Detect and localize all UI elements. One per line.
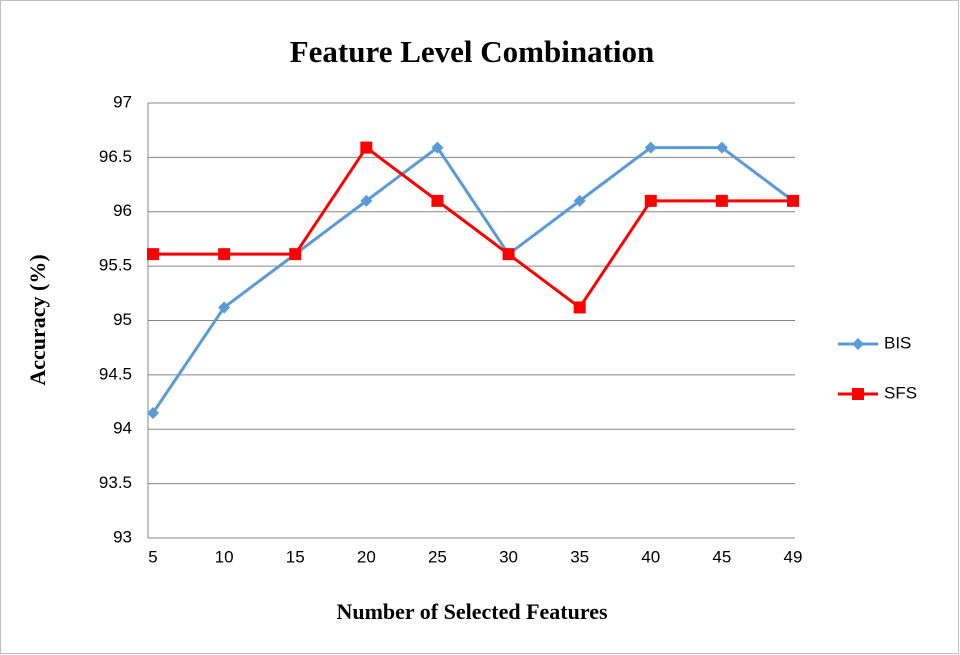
x-tick-label: 25	[428, 547, 447, 566]
x-tick-label: 20	[357, 547, 376, 566]
series-line	[153, 146, 793, 309]
data-point	[573, 301, 586, 314]
x-tick-label: 15	[286, 547, 305, 566]
data-point	[502, 248, 515, 261]
series-line	[151, 146, 794, 414]
y-tick-label: 94.5	[99, 364, 132, 383]
x-tick-label: 30	[499, 547, 518, 566]
data-point	[787, 194, 799, 207]
y-tick-label: 97	[113, 92, 132, 111]
data-point	[218, 248, 231, 261]
y-tick-label: 93	[113, 527, 132, 546]
data-point	[431, 194, 444, 207]
y-tick-label: 96	[113, 201, 132, 220]
y-tick-label: 93.5	[99, 473, 132, 492]
data-point	[715, 141, 728, 154]
x-tick-label: 35	[570, 547, 589, 566]
data-point	[573, 194, 586, 207]
data-point	[289, 248, 302, 261]
x-tick-label: 40	[641, 547, 660, 566]
x-axis-label: Number of Selected Features	[336, 599, 608, 624]
legend-label: BIS	[884, 333, 911, 352]
legend-label: SFS	[884, 383, 917, 402]
y-axis-label: Accuracy (%)	[25, 254, 50, 385]
x-tick-label: 5	[148, 547, 157, 566]
y-tick-label: 95	[113, 310, 132, 329]
legend-marker	[852, 338, 864, 350]
x-tick-label: 45	[712, 547, 731, 566]
x-tick-label: 10	[215, 547, 234, 566]
data-point	[218, 301, 231, 314]
data-point	[360, 141, 373, 154]
data-point	[147, 406, 159, 419]
data-point	[147, 248, 159, 261]
data-point	[431, 141, 444, 154]
y-tick-label: 96.5	[99, 147, 132, 166]
x-tick-label: 49	[784, 547, 803, 566]
legend-marker	[852, 388, 864, 400]
chart-title: Feature Level Combination	[290, 34, 655, 69]
data-point	[715, 194, 728, 207]
data-point	[644, 194, 657, 207]
data-point	[644, 141, 657, 154]
data-point	[360, 194, 373, 207]
y-tick-label: 94	[113, 419, 132, 438]
y-tick-label: 95.5	[99, 256, 132, 275]
